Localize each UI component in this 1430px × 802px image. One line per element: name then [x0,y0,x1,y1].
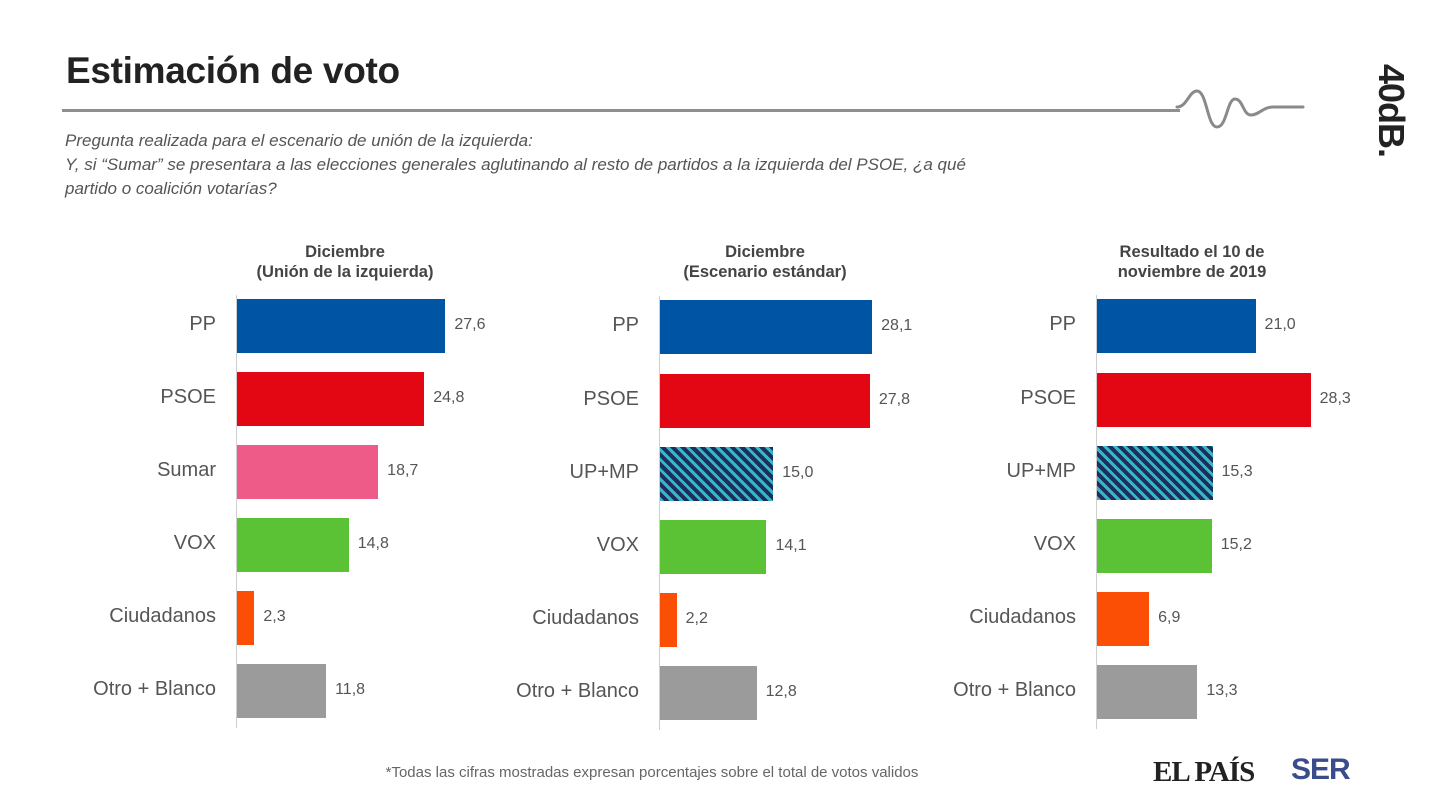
bar [660,300,873,354]
title-divider [62,109,1180,112]
chart-title-line: Resultado el 10 de [1119,243,1265,261]
chart-title-line: Diciembre [305,243,385,261]
data-label: 2,2 [685,610,708,627]
logo-el-pais: EL PAÍS [1153,756,1255,788]
bar [237,299,446,353]
data-label: 27,6 [454,316,486,333]
data-label: 15,2 [1220,536,1252,553]
category-label: Sumar [157,459,216,481]
bar [1097,665,1198,719]
data-label: 15,0 [782,464,814,481]
category-label: Otro + Blanco [953,679,1076,701]
chart-title-line: (Unión de la izquierda) [256,263,434,281]
bar [237,664,327,718]
question-text: Pregunta realizada para el escenario de … [65,129,1165,201]
bar [660,447,774,501]
category-label: Ciudadanos [109,605,216,627]
chart-title-line: (Escenario estándar) [683,263,847,281]
data-label: 11,8 [335,681,366,698]
data-label: 6,9 [1158,609,1181,626]
bar [237,518,349,572]
data-label: 28,1 [881,317,913,334]
bar [1097,519,1212,573]
chart-3-axis [1096,295,1097,729]
data-label: 28,3 [1319,390,1351,407]
category-label: PP [1049,313,1076,335]
brand-logo-40db: 40dB. [1371,64,1412,158]
bar [1097,299,1256,353]
data-label: 15,3 [1221,463,1253,480]
chart-1-axis [236,295,237,728]
category-label: UP+MP [1006,460,1076,482]
category-label: Otro + Blanco [93,678,216,700]
category-label: Ciudadanos [532,607,639,629]
bar [237,591,255,645]
chart-2-title: Diciembre (Escenario estándar) [635,242,895,282]
category-label: PSOE [1020,387,1076,409]
bar [1097,592,1150,646]
category-label: PSOE [160,386,216,408]
category-label: PSOE [583,388,639,410]
bar [1097,446,1213,500]
chart-3-title: Resultado el 10 de noviembre de 2019 [1062,242,1322,282]
chart-title-line: noviembre de 2019 [1117,263,1267,281]
bar [660,520,767,574]
data-label: 2,3 [263,608,286,625]
bar [660,593,677,647]
bar [237,445,379,499]
data-label: 24,8 [433,389,465,406]
category-label: Ciudadanos [969,606,1076,628]
category-label: VOX [1033,533,1076,555]
logo-ser: SER [1291,753,1351,786]
page-title: Estimación de voto [66,50,400,91]
chart-1-title: Diciembre (Unión de la izquierda) [215,242,475,282]
bar [1097,373,1311,427]
category-label: PP [612,314,639,336]
question-line-2: Y, si “Sumar” se presentara a las elecci… [65,155,966,174]
question-line-3: partido o coalición votarías? [65,179,277,198]
category-label: UP+MP [569,461,639,483]
category-label: PP [189,313,216,335]
chart-2-axis [659,296,660,730]
data-label: 21,0 [1264,316,1296,333]
category-label: VOX [596,534,639,556]
data-label: 14,8 [357,535,389,552]
data-label: 14,1 [775,537,807,554]
wave-decoration-icon [1175,89,1305,129]
data-label: 27,8 [878,391,911,408]
data-label: 18,7 [387,462,419,479]
data-label: 12,8 [765,683,797,700]
category-label: VOX [173,532,216,554]
bar [660,374,870,428]
category-label: Otro + Blanco [516,680,639,702]
chart-title-line: Diciembre [725,243,805,261]
data-label: 13,3 [1206,682,1238,699]
bar [660,666,757,720]
footnote: *Todas las cifras mostradas expresan por… [385,764,919,781]
bar [237,372,425,426]
question-line-1: Pregunta realizada para el escenario de … [65,131,533,150]
